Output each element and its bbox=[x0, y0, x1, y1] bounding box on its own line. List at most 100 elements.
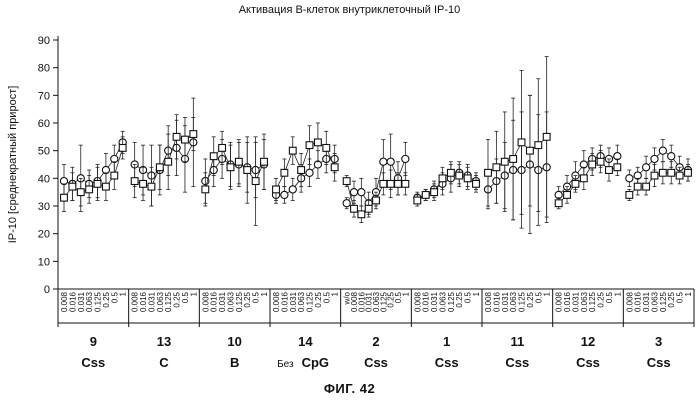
y-tick-label: 0 bbox=[44, 284, 50, 296]
group-number: 9 bbox=[90, 334, 97, 349]
square-data-point bbox=[155, 163, 164, 172]
x-tick-label: 0.25 bbox=[314, 291, 323, 307]
x-tick-label: 0.016 bbox=[280, 291, 289, 312]
x-tick-label: 1 bbox=[543, 291, 552, 296]
square-data-point bbox=[650, 171, 659, 180]
x-tick-label: w/o bbox=[343, 291, 352, 305]
x-tick-label: 0.008 bbox=[413, 291, 422, 312]
group-labels: 9 Css 13 C 10 B 14 Без CpG 2 Css 1 Css 11 Css 12 Css 3 Css bbox=[81, 334, 670, 370]
x-tick-label: 0.063 bbox=[226, 291, 235, 312]
x-tick-label: 0.5 bbox=[605, 291, 614, 303]
x-tick-label: 0.5 bbox=[676, 291, 685, 303]
square-data-point bbox=[234, 157, 243, 166]
y-tick-label: 10 bbox=[38, 256, 50, 268]
x-tick-label: 0.016 bbox=[563, 291, 572, 312]
x-tick-label: 0.016 bbox=[422, 291, 431, 312]
figure-label: ФИГ. 42 bbox=[323, 381, 376, 396]
x-tick-label: 0.063 bbox=[85, 291, 94, 312]
square-data-point bbox=[260, 157, 268, 166]
square-data-point bbox=[93, 179, 102, 188]
square-data-point bbox=[542, 132, 551, 141]
square-data-point bbox=[455, 171, 464, 180]
square-data-point bbox=[463, 174, 472, 183]
x-tick-label: 0.25 bbox=[455, 291, 464, 307]
x-tick-label: 0.016 bbox=[634, 291, 643, 312]
x-tick-label: 0.008 bbox=[484, 291, 493, 312]
square-data-point bbox=[110, 171, 119, 180]
x-tick-label: 1 bbox=[401, 291, 410, 296]
x-tick-label: 0.125 bbox=[379, 291, 388, 312]
square-data-point bbox=[430, 188, 439, 197]
x-tick-label: 0.016 bbox=[357, 291, 366, 312]
x-tick-label: 0.008 bbox=[555, 291, 564, 312]
y-tick-label: 80 bbox=[38, 63, 50, 75]
circle-data-point bbox=[650, 154, 659, 164]
circle-data-point bbox=[667, 152, 676, 161]
square-data-point bbox=[60, 193, 68, 202]
square-data-point bbox=[658, 168, 667, 177]
square-data-point bbox=[525, 146, 534, 155]
x-tick-label: 0.016 bbox=[68, 291, 77, 312]
group-number: 1 bbox=[443, 334, 450, 349]
square-data-point bbox=[209, 152, 218, 161]
square-data-point bbox=[76, 188, 85, 197]
x-tick-label: 0.25 bbox=[243, 291, 252, 307]
square-data-point bbox=[130, 177, 139, 186]
circle-data-point bbox=[342, 199, 351, 208]
x-tick-label: 0.125 bbox=[164, 291, 173, 312]
circle-data-point bbox=[288, 185, 297, 194]
square-data-point bbox=[272, 185, 280, 194]
x-tick-label: 1 bbox=[260, 291, 269, 296]
x-tick-label: 0.031 bbox=[571, 291, 580, 312]
square-data-point bbox=[201, 185, 210, 194]
x-tick-label: 0.125 bbox=[235, 291, 244, 312]
square-data-point bbox=[85, 185, 94, 194]
x-tick-label: 0.5 bbox=[464, 291, 473, 303]
x-tick-label: 0.5 bbox=[534, 291, 543, 303]
square-data-point bbox=[181, 135, 189, 144]
square-data-point bbox=[642, 182, 651, 191]
square-data-point bbox=[500, 157, 509, 166]
x-tick-label: 0.031 bbox=[289, 291, 298, 312]
circle-data-point bbox=[641, 163, 651, 172]
group-type: Css bbox=[576, 355, 600, 370]
square-data-point bbox=[579, 174, 588, 183]
square-data-point bbox=[401, 179, 410, 188]
square-data-point bbox=[588, 160, 597, 169]
group-number: 13 bbox=[157, 334, 171, 349]
x-tick-label: 0.063 bbox=[156, 291, 165, 312]
circle-data-point bbox=[401, 154, 410, 164]
square-data-point bbox=[243, 166, 252, 174]
square-data-point bbox=[633, 182, 642, 191]
square-data-point bbox=[438, 174, 447, 183]
x-tick-label: 0.063 bbox=[580, 291, 589, 312]
square-data-point bbox=[364, 204, 373, 213]
group-number: 12 bbox=[581, 334, 595, 349]
group-type: B bbox=[230, 355, 239, 370]
x-tick-label: 0.25 bbox=[597, 291, 606, 307]
x-tick-label: 0.008 bbox=[350, 291, 359, 312]
y-tick-label: 60 bbox=[38, 118, 50, 130]
circle-data-point bbox=[280, 190, 289, 200]
square-data-point bbox=[472, 179, 480, 188]
x-tick-label: 0.008 bbox=[60, 291, 69, 312]
square-data-point bbox=[251, 177, 260, 186]
square-data-point bbox=[280, 168, 289, 177]
group-type: CpG bbox=[302, 355, 329, 370]
group-number: 11 bbox=[510, 334, 524, 349]
circle-data-point bbox=[625, 174, 634, 183]
x-tick-label: 0.125 bbox=[518, 291, 527, 312]
y-tick-label: 50 bbox=[38, 146, 50, 158]
chart-title: Активация В-клеток внутриклеточный IP-10 bbox=[238, 4, 461, 16]
square-data-point bbox=[554, 199, 563, 208]
group-type: Css bbox=[364, 355, 388, 370]
x-tick-label: 1 bbox=[684, 291, 693, 296]
x-tick-label: 0.125 bbox=[659, 291, 668, 312]
square-data-point bbox=[322, 143, 331, 152]
square-data-point bbox=[101, 182, 110, 191]
x-axis: 0.008 0.016 0.031 0.063 0.125 0.25 0.5 1 0.008 0.… bbox=[57, 288, 695, 327]
x-tick-label: 0.125 bbox=[447, 291, 456, 312]
x-tick-label: 0.016 bbox=[210, 291, 219, 312]
square-data-point bbox=[517, 138, 526, 147]
